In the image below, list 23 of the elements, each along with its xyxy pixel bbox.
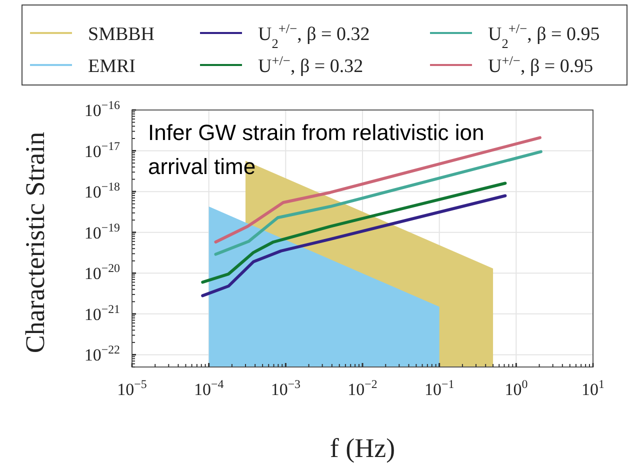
y-tick-label: 10$^{−18}$	[84, 180, 120, 202]
y-tick-label: 10$^{−21}$	[84, 302, 120, 324]
legend-label: U$_{2}$$^{+/−}$, β = 0.32	[258, 20, 370, 50]
legend-label: U$^{+/−}$, β = 0.95	[488, 52, 594, 77]
x-tick-label: 10$^{−3}$	[270, 377, 301, 399]
legend-label: U$_{2}$$^{+/−}$, β = 0.95	[488, 20, 600, 50]
legend-label: EMRI	[88, 56, 136, 77]
x-tick-label: 10$^{0}$	[504, 377, 528, 399]
x-tick-label: 10$^{−4}$	[194, 377, 224, 399]
y-axis-title: Characteristic Strain	[20, 131, 50, 354]
annotation: Infer GW strain from relativistic ion arrival time	[148, 120, 484, 179]
x-tick-label: 10$^{−1}$	[424, 377, 454, 399]
legend-label: SMBBH	[88, 24, 155, 45]
x-axis-title: f (Hz)	[330, 433, 396, 463]
y-tick-label: 10$^{−17}$	[84, 138, 120, 161]
y-tick-label: 10$^{−16}$	[84, 98, 120, 120]
y-tick-label: 10$^{−22}$	[84, 342, 120, 365]
x-tick-label: 10$^{−5}$	[117, 377, 147, 399]
y-tick-label: 10$^{−19}$	[84, 220, 120, 242]
x-tick-label: 10$^{1}$	[582, 377, 605, 399]
x-tick-label: 10$^{−2}$	[348, 377, 378, 399]
legend-label: U$^{+/−}$, β = 0.32	[258, 52, 364, 77]
y-tick-label: 10$^{−20}$	[84, 261, 120, 284]
